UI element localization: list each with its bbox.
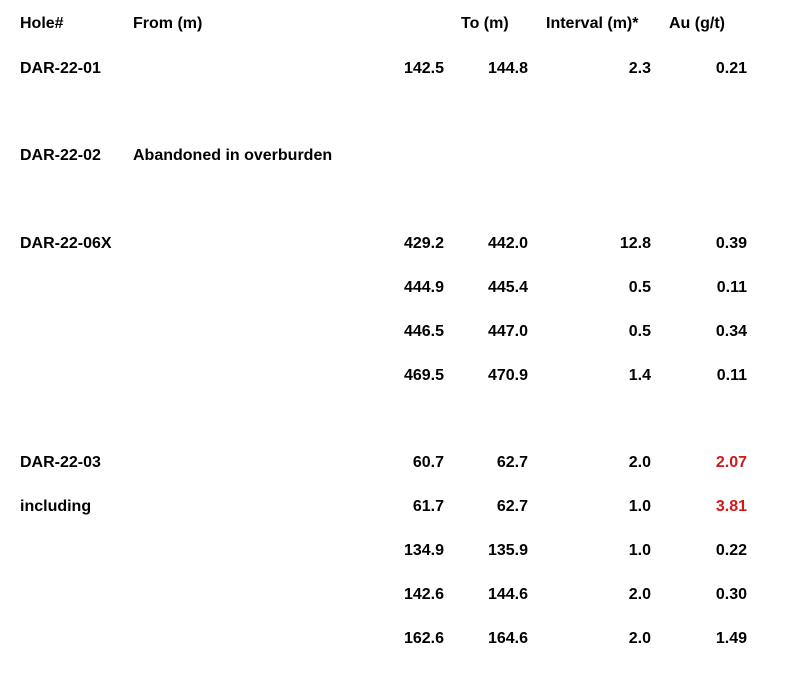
interval-value: 2.0 [628, 630, 651, 647]
from-value: 142.5 [403, 60, 444, 77]
table-row: DAR-22-01 142.5 144.8 2.3 0.21 [0, 58, 800, 80]
to-value: 164.6 [487, 630, 528, 647]
header-from: From (m) [133, 15, 203, 32]
hole-id: DAR-22-03 [20, 454, 101, 471]
to-value: 447.0 [487, 323, 528, 340]
header-au: Au (g/t) [669, 15, 725, 32]
from-value: 142.6 [403, 586, 444, 603]
table-row: 469.5 470.9 1.4 0.11 [0, 365, 800, 387]
from-value: 60.7 [412, 454, 444, 471]
au-value: 0.22 [715, 542, 747, 559]
hole-id: DAR-22-01 [20, 60, 101, 77]
interval-value: 0.5 [628, 279, 651, 296]
au-value: 0.21 [715, 60, 747, 77]
interval-value: 0.5 [628, 323, 651, 340]
table-row: 134.9 135.9 1.0 0.22 [0, 540, 800, 562]
hole-note: Abandoned in overburden [133, 147, 333, 164]
table-row: 446.5 447.0 0.5 0.34 [0, 321, 800, 343]
to-value: 135.9 [487, 542, 528, 559]
au-value: 0.34 [715, 323, 747, 340]
hole-id: DAR-22-02 [20, 147, 101, 164]
table-row: DAR-22-06X 429.2 442.0 12.8 0.39 [0, 233, 800, 255]
au-value: 1.49 [715, 630, 747, 647]
to-value: 442.0 [487, 235, 528, 252]
au-value: 0.30 [715, 586, 747, 603]
interval-value: 2.0 [628, 454, 651, 471]
interval-value: 1.0 [628, 498, 651, 515]
including-label: including [20, 498, 92, 515]
to-value: 144.6 [487, 586, 528, 603]
header-to: To (m) [461, 15, 509, 32]
from-value: 446.5 [403, 323, 444, 340]
header-hole: Hole# [20, 15, 64, 32]
from-value: 429.2 [403, 235, 444, 252]
from-value: 162.6 [403, 630, 444, 647]
from-value: 61.7 [412, 498, 444, 515]
au-value-highlighted: 2.07 [715, 454, 747, 471]
table-row: 162.6 164.6 2.0 1.49 [0, 628, 800, 650]
interval-value: 2.3 [628, 60, 651, 77]
from-value: 469.5 [403, 367, 444, 384]
au-value: 0.39 [715, 235, 747, 252]
table-row: 444.9 445.4 0.5 0.11 [0, 277, 800, 299]
interval-value: 2.0 [628, 586, 651, 603]
to-value: 62.7 [496, 498, 528, 515]
to-value: 144.8 [487, 60, 528, 77]
table-row: DAR-22-03 60.7 62.7 2.0 2.07 [0, 452, 800, 474]
table-row: DAR-22-02 Abandoned in overburden [0, 145, 800, 167]
to-value: 62.7 [496, 454, 528, 471]
interval-value: 12.8 [619, 235, 651, 252]
to-value: 445.4 [487, 279, 528, 296]
header-interval: Interval (m)* [546, 15, 639, 32]
header-row: Hole# From (m) To (m) Interval (m)* Au (… [0, 13, 800, 35]
from-value: 134.9 [403, 542, 444, 559]
table-row: including 61.7 62.7 1.0 3.81 [0, 496, 800, 518]
hole-id: DAR-22-06X [20, 235, 112, 252]
au-value: 0.11 [716, 279, 747, 296]
to-value: 470.9 [487, 367, 528, 384]
interval-value: 1.4 [628, 367, 651, 384]
table-row: 142.6 144.6 2.0 0.30 [0, 584, 800, 606]
au-value-highlighted: 3.81 [715, 498, 747, 515]
from-value: 444.9 [403, 279, 444, 296]
interval-value: 1.0 [628, 542, 651, 559]
au-value: 0.11 [716, 367, 747, 384]
